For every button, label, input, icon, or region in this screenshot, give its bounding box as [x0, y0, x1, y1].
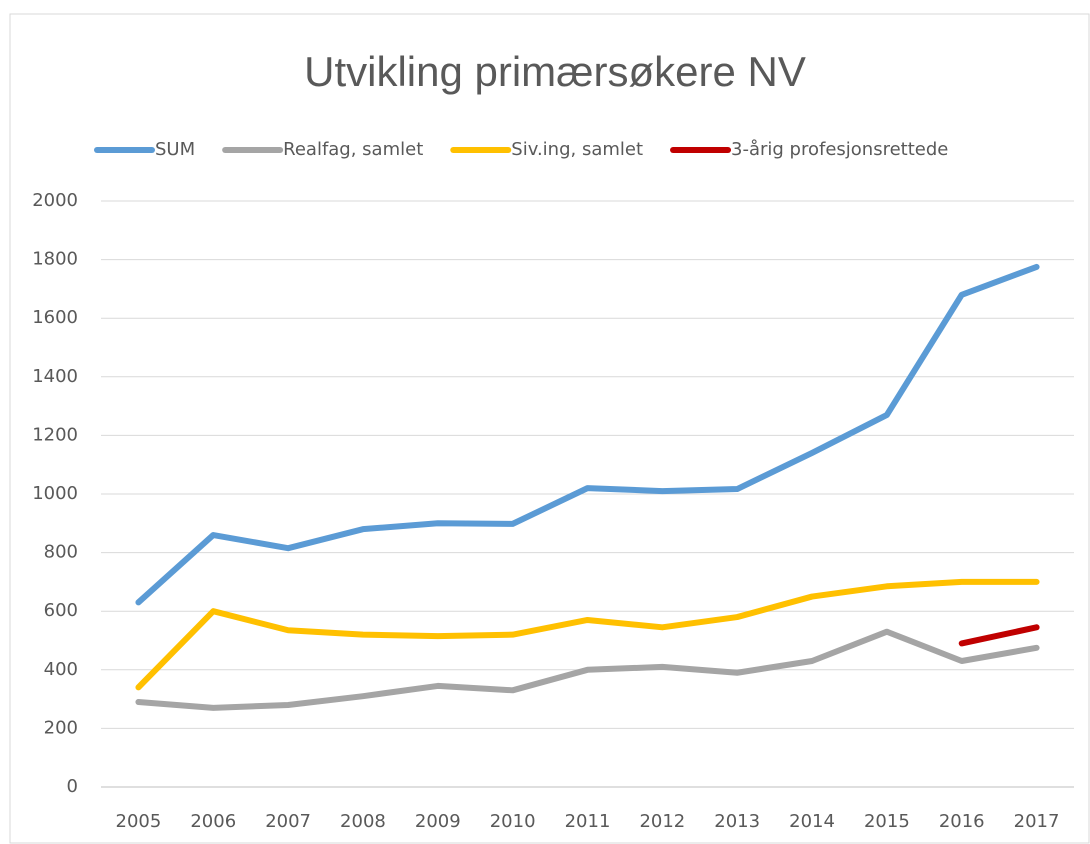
y-tick-label: 600: [44, 600, 78, 621]
y-tick-label: 1200: [32, 424, 78, 445]
x-tick-label: 2012: [639, 811, 685, 832]
x-tick-label: 2016: [939, 811, 985, 832]
x-tick-label: 2006: [190, 811, 236, 832]
series-line: [135, 578, 1040, 691]
series-line: [958, 624, 1040, 647]
x-tick-label: 2007: [265, 811, 311, 832]
y-tick-label: 2000: [32, 190, 78, 211]
x-tick-label: 2014: [789, 811, 835, 832]
chart-title: Utvikling primærsøkere NV: [304, 48, 806, 95]
y-tick-label: 1400: [32, 366, 78, 387]
series-line: [135, 628, 1040, 711]
x-tick-label: 2008: [340, 811, 386, 832]
y-tick-label: 1600: [32, 307, 78, 328]
x-tick-label: 2017: [1014, 811, 1060, 832]
x-tick-label: 2015: [864, 811, 910, 832]
legend-label: Siv.ing, samlet: [511, 139, 643, 160]
y-tick-label: 400: [44, 659, 78, 680]
y-tick-label: 800: [44, 542, 78, 563]
y-tick-label: 1000: [32, 483, 78, 504]
y-tick-label: 200: [44, 717, 78, 738]
x-tick-label: 2005: [116, 811, 162, 832]
x-tick-label: 2010: [490, 811, 536, 832]
y-tick-label: 1800: [32, 249, 78, 270]
x-tick-label: 2013: [714, 811, 760, 832]
y-tick-label: 0: [67, 776, 78, 797]
legend-label: SUM: [155, 139, 195, 160]
legend-label: Realfag, samlet: [283, 139, 423, 160]
legend-label: 3-årig profesjonsrettede: [731, 139, 948, 160]
series-line: [135, 263, 1040, 606]
x-tick-label: 2009: [415, 811, 461, 832]
x-tick-label: 2011: [565, 811, 611, 832]
